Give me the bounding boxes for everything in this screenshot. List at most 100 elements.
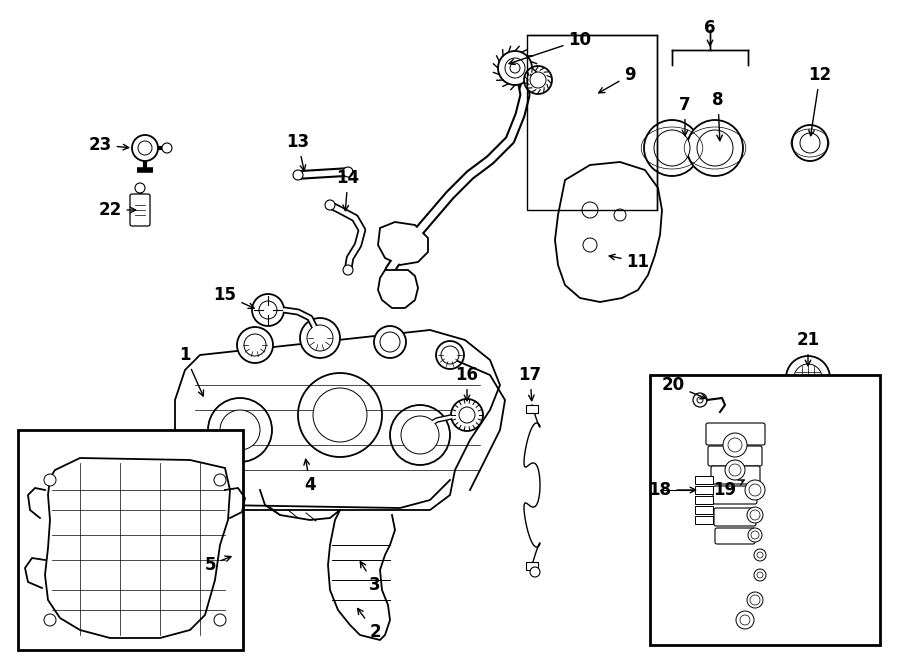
Circle shape: [313, 388, 367, 442]
FancyBboxPatch shape: [713, 486, 757, 504]
Circle shape: [582, 202, 598, 218]
Circle shape: [343, 167, 353, 177]
Circle shape: [401, 416, 439, 454]
Text: 12: 12: [808, 66, 832, 136]
Circle shape: [693, 393, 707, 407]
Circle shape: [162, 143, 172, 153]
Polygon shape: [378, 222, 428, 265]
FancyBboxPatch shape: [130, 194, 150, 226]
Bar: [526, 405, 538, 413]
Circle shape: [208, 398, 272, 462]
Circle shape: [725, 460, 745, 480]
Circle shape: [736, 611, 754, 629]
Text: 1: 1: [179, 346, 203, 396]
Circle shape: [750, 595, 760, 605]
Bar: [695, 486, 713, 494]
Circle shape: [343, 265, 353, 275]
Text: 10: 10: [509, 31, 591, 65]
Circle shape: [644, 120, 700, 176]
Circle shape: [728, 438, 742, 452]
Circle shape: [214, 614, 226, 626]
Circle shape: [794, 364, 822, 392]
Bar: [695, 496, 713, 504]
Circle shape: [583, 238, 597, 252]
Circle shape: [729, 464, 741, 476]
Circle shape: [436, 341, 464, 369]
Circle shape: [723, 433, 747, 457]
Circle shape: [325, 200, 335, 210]
Circle shape: [451, 399, 483, 431]
Circle shape: [757, 572, 763, 578]
Polygon shape: [175, 330, 500, 510]
Bar: [526, 562, 538, 570]
Circle shape: [252, 294, 284, 326]
Circle shape: [214, 474, 226, 486]
Text: 5: 5: [204, 556, 231, 574]
Bar: [18, 430, 243, 650]
FancyBboxPatch shape: [711, 466, 760, 484]
Circle shape: [138, 141, 152, 155]
Circle shape: [747, 507, 763, 523]
Text: 21: 21: [796, 331, 820, 366]
Circle shape: [132, 135, 158, 161]
Circle shape: [748, 528, 762, 542]
Polygon shape: [378, 270, 418, 308]
Circle shape: [530, 567, 540, 577]
Circle shape: [510, 63, 520, 73]
Circle shape: [792, 125, 828, 161]
Circle shape: [390, 405, 450, 465]
Circle shape: [751, 531, 759, 539]
Circle shape: [745, 480, 765, 500]
Circle shape: [740, 615, 750, 625]
Bar: [695, 516, 713, 524]
Circle shape: [786, 356, 830, 400]
Bar: [650, 375, 880, 645]
Circle shape: [654, 130, 690, 166]
Circle shape: [800, 133, 820, 153]
Circle shape: [749, 484, 761, 496]
Text: 23: 23: [88, 136, 129, 154]
Circle shape: [750, 510, 760, 520]
Circle shape: [747, 592, 763, 608]
Bar: [695, 506, 713, 514]
Circle shape: [244, 334, 266, 356]
Circle shape: [135, 183, 145, 193]
Text: 22: 22: [98, 201, 136, 219]
Text: 13: 13: [286, 133, 310, 171]
Circle shape: [44, 474, 56, 486]
Text: 2: 2: [357, 609, 381, 641]
Circle shape: [524, 66, 552, 94]
Text: 14: 14: [337, 169, 360, 211]
Circle shape: [459, 407, 475, 423]
Circle shape: [687, 120, 743, 176]
Bar: [695, 476, 713, 484]
Circle shape: [754, 549, 766, 561]
Circle shape: [614, 209, 626, 221]
Circle shape: [374, 326, 406, 358]
Text: 6: 6: [704, 19, 716, 46]
Text: 16: 16: [455, 366, 479, 401]
Circle shape: [441, 346, 459, 364]
FancyBboxPatch shape: [715, 528, 755, 544]
FancyBboxPatch shape: [706, 423, 765, 445]
Circle shape: [220, 410, 260, 450]
FancyBboxPatch shape: [708, 446, 762, 466]
Circle shape: [757, 552, 763, 558]
Text: 8: 8: [712, 91, 724, 141]
FancyBboxPatch shape: [714, 508, 756, 526]
Circle shape: [505, 58, 525, 78]
Circle shape: [293, 170, 303, 180]
Text: 19: 19: [714, 480, 744, 499]
Circle shape: [44, 614, 56, 626]
Text: 20: 20: [662, 376, 706, 399]
Circle shape: [697, 397, 703, 403]
Circle shape: [498, 51, 532, 85]
Circle shape: [530, 72, 546, 88]
Polygon shape: [45, 458, 230, 638]
Circle shape: [307, 325, 333, 351]
Circle shape: [697, 130, 733, 166]
Text: 17: 17: [518, 366, 542, 401]
Text: 4: 4: [304, 459, 316, 494]
Text: 3: 3: [360, 562, 381, 594]
Text: 15: 15: [213, 286, 254, 309]
